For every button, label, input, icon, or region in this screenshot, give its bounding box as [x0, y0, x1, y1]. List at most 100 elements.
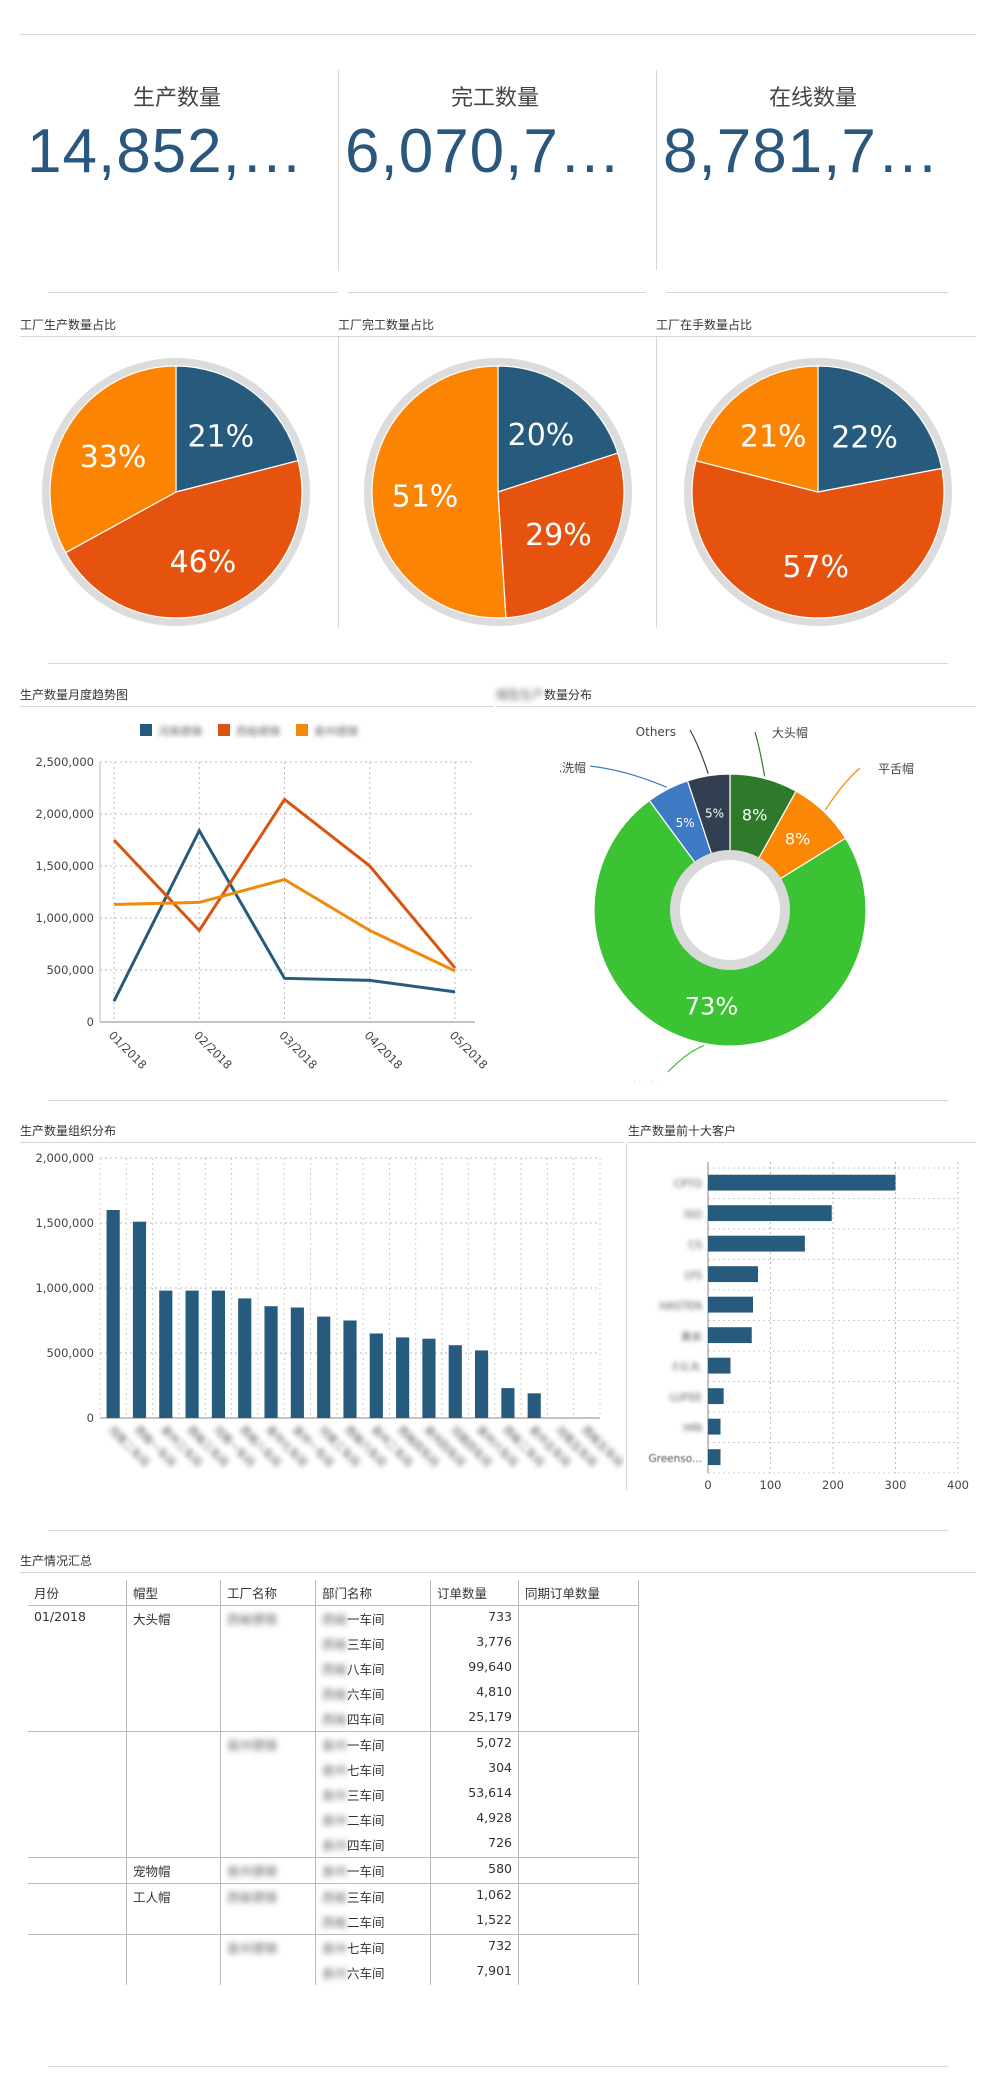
- summary-table: 月份 帽型 工厂名称 部门名称 订单数量 同期订单数量 01/2018 大头帽 西裕…: [28, 1580, 639, 1985]
- prev-order-qty-cell: [518, 1706, 639, 1732]
- department-workshop: 七车间: [347, 1941, 385, 1956]
- department-cell-text: 泉州四车间: [322, 1838, 385, 1853]
- legend-label: 西裕德锦: [236, 724, 280, 738]
- department-factory-prefix: 西裕: [322, 1915, 348, 1930]
- bar: [132, 1221, 147, 1418]
- pie-slice: [497, 365, 619, 493]
- customer-name-label: CS: [688, 1240, 702, 1252]
- department-workshop: 七车间: [347, 1763, 385, 1778]
- prev-order-qty-cell: [518, 1605, 639, 1631]
- pie-slice-label: 21%: [187, 419, 254, 454]
- order-qty-cell-text: 733: [488, 1609, 512, 1624]
- prev-order-qty-cell: [518, 1807, 639, 1832]
- prev-order-qty-cell: [518, 1909, 639, 1935]
- cap-type-cell: [126, 1960, 221, 1985]
- prev-order-qty-cell: [518, 1934, 639, 1960]
- prev-order-qty-cell: [518, 1782, 639, 1807]
- table-row: 西裕四车间 25,179: [28, 1706, 639, 1732]
- kpi-label: 在线数量: [768, 86, 857, 111]
- donut-category-label: Others: [636, 725, 676, 739]
- department-factory-prefix: 泉州: [322, 1813, 348, 1828]
- prev-order-qty-cell: [518, 1960, 639, 1985]
- order-qty-cell-text: 25,179: [468, 1709, 512, 1724]
- month-cell: [28, 1782, 127, 1807]
- month-cell: [28, 1934, 127, 1960]
- order-qty-cell-text: 4,928: [476, 1810, 512, 1825]
- department-cell: 泉州六车间: [315, 1960, 431, 1985]
- donut-category-label: 大头帽: [772, 725, 808, 740]
- factory-cell: 西裕德锦: [220, 1883, 316, 1909]
- month-cell: [28, 1757, 127, 1782]
- kpi-completed: 完工数量 6,070,77...: [345, 80, 645, 187]
- customer-name-label: CPTO: [674, 1179, 702, 1191]
- factory-cell: 西裕德锦: [220, 1605, 316, 1631]
- customer-name-label: LUFEE: [670, 1392, 702, 1404]
- y-tick-label: 500,000: [46, 1346, 94, 1360]
- department-cell: 泉州三车间: [315, 1782, 431, 1807]
- bar: [343, 1320, 357, 1418]
- pie-divider-2: [656, 336, 657, 628]
- factory-cell: [220, 1706, 316, 1732]
- legend-label: 泉州德锦: [314, 724, 358, 738]
- prev-order-qty-cell: [518, 1681, 639, 1706]
- customer-name-label: Greenso...: [648, 1453, 702, 1465]
- month-cell: [28, 1681, 127, 1706]
- header-month[interactable]: 月份: [28, 1580, 127, 1606]
- kpi-bottom-line-1: [48, 292, 338, 293]
- department-cell-text: 泉州一车间: [322, 1864, 385, 1879]
- header-cap-type[interactable]: 帽型: [126, 1580, 221, 1606]
- bar: [106, 1210, 120, 1418]
- x-tick-label: 03/2018: [276, 1028, 320, 1072]
- department-workshop: 三车间: [347, 1788, 385, 1803]
- prev-order-qty-cell: [518, 1832, 639, 1858]
- bottom-section-line: [48, 1530, 948, 1531]
- department-workshop: 一车间: [347, 1612, 385, 1627]
- factory-cell: [220, 1807, 316, 1832]
- department-factory-prefix: 泉州: [322, 1864, 348, 1879]
- order-qty-cell: 53,614: [430, 1782, 519, 1807]
- header-order-qty[interactable]: 订单数量: [430, 1580, 519, 1606]
- customers-divider: [626, 1142, 627, 1490]
- month-cell: [28, 1909, 127, 1935]
- department-factory-prefix: 西裕: [322, 1662, 348, 1677]
- pie-slice: [175, 365, 299, 493]
- customer-name-label: ISO: [684, 1209, 702, 1221]
- kpi-bottom-line-2: [348, 292, 646, 293]
- trend-line-chart: 河南德锦 西裕德锦 泉州德锦 2,500,000 2,000,000 1,500,000 1…: [35, 724, 490, 1072]
- table-row: 泉州德锦 泉州一车间 5,072: [28, 1731, 639, 1757]
- month-cell-text: 01/2018: [34, 1609, 86, 1624]
- bar: [708, 1449, 721, 1466]
- order-qty-cell: 732: [430, 1934, 519, 1960]
- department-cell-text: 西裕三车间: [322, 1637, 385, 1652]
- factory-cell-text: 泉州德锦: [227, 1738, 278, 1753]
- top-divider: [20, 34, 976, 35]
- cap-type-cell: [126, 1757, 221, 1782]
- bar: [708, 1174, 896, 1191]
- cap-type-cell: [126, 1681, 221, 1706]
- header-factory[interactable]: 工厂名称: [220, 1580, 316, 1606]
- donut-slice-label: 8%: [742, 806, 767, 825]
- y-tick-label: 2,000,000: [35, 807, 94, 821]
- department-cell: 西裕二车间: [315, 1909, 431, 1935]
- cap-type-cell-text: 工人帽: [133, 1890, 171, 1905]
- factory-cell: [220, 1782, 316, 1807]
- org-bar-chart: 2,000,0001,500,0001,000,000500,0000河南二车间…: [35, 1151, 624, 1469]
- order-qty-cell-text: 732: [488, 1938, 512, 1953]
- order-qty-cell: 5,072: [430, 1731, 519, 1757]
- header-prev-order-qty[interactable]: 同期订单数量: [518, 1580, 639, 1606]
- pie-slice: [49, 365, 177, 554]
- pie-chart-onhand: 22% 57% 21%: [684, 358, 952, 626]
- prev-order-qty-cell: [518, 1731, 639, 1757]
- cap-type-cell: [126, 1807, 221, 1832]
- department-cell-text: 西裕三车间: [322, 1890, 385, 1905]
- header-department[interactable]: 部门名称: [315, 1580, 431, 1606]
- department-factory-prefix: 泉州: [322, 1788, 348, 1803]
- factory-cell-text: 西裕德锦: [227, 1890, 278, 1905]
- department-cell: 西裕四车间: [315, 1706, 431, 1732]
- cap-type-cell: 工人帽: [126, 1883, 221, 1909]
- donut-hole: [680, 860, 780, 960]
- kpi-divider-1: [338, 70, 339, 270]
- bar: [185, 1290, 199, 1418]
- bar: [396, 1337, 410, 1418]
- table-row: 宠物帽 泉州德锦 泉州一车间 580: [28, 1857, 639, 1884]
